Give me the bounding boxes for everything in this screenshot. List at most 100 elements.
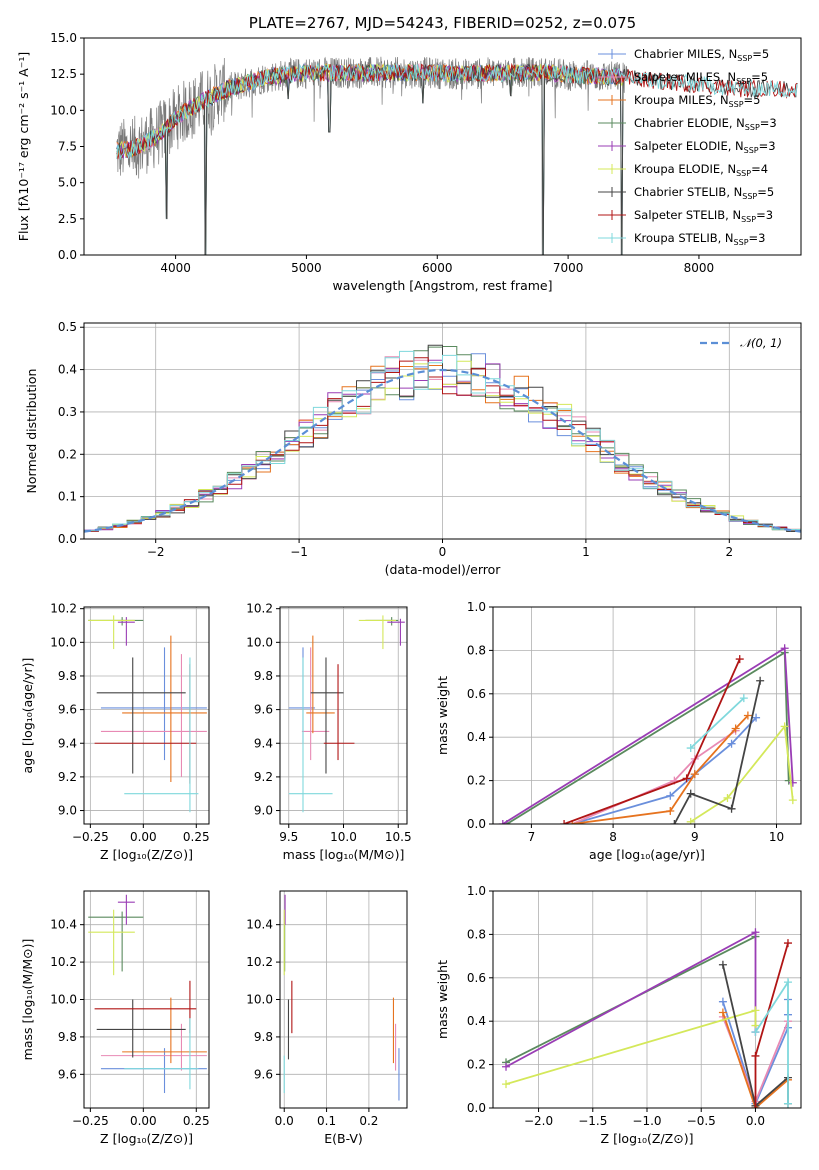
errorbar-sa_elodie — [387, 618, 405, 646]
age_vs_Z-axes: −0.25 0.00 0.25 9.0 9.2 9.4 9.6 9.8 10.0 10.2 — [50, 602, 209, 844]
weight-marker — [727, 739, 736, 748]
weight-marker — [743, 711, 752, 720]
y-tick-label: 9.6 — [58, 703, 77, 717]
y-tick-label: 0.2 — [467, 1058, 486, 1072]
y-tick-label: 7.5 — [58, 140, 77, 154]
errorbar-kr_stelib — [124, 657, 199, 813]
weight-marker — [751, 1104, 760, 1108]
weight-line-sa_miles — [571, 729, 737, 824]
spectrum-legend: Chabrier MILES, NSSP=5 Salpeter MILES, NS… — [598, 47, 777, 247]
y-tick-label: 9.6 — [58, 1067, 77, 1081]
weight-marker — [751, 1028, 760, 1037]
y-tick-label: 9.0 — [58, 804, 77, 818]
errorbar-sa_miles — [100, 1023, 207, 1071]
y-tick-label: 9.8 — [254, 669, 273, 683]
y-tick-label: 12.5 — [50, 67, 77, 81]
y-tick-label: 5.0 — [58, 176, 77, 190]
legend-entry: Chabrier ELODIE, NSSP=3 — [634, 116, 777, 132]
errorbar-kr_elodie — [88, 615, 135, 650]
x-tick-label: −1.0 — [632, 1114, 661, 1128]
y-tick-label: 10.4 — [246, 918, 273, 932]
x-tick-label: −1 — [290, 545, 308, 559]
spectrum-xlabel: wavelength [Angstrom, rest frame] — [332, 278, 552, 293]
mass_vs_Z-frame — [83, 890, 210, 1109]
weight-marker — [686, 744, 695, 753]
y-tick-label: 0.6 — [467, 687, 486, 701]
residuals-ylabel: Normed distribution — [24, 369, 39, 494]
weight-marker — [783, 978, 792, 987]
errorbar-ch_miles — [100, 647, 207, 761]
weight-marker — [723, 793, 732, 802]
weight-marker — [752, 713, 761, 722]
errorbar-ch_elodie — [365, 617, 399, 626]
x-tick-label: 0.00 — [130, 830, 157, 844]
y-tick-label: 10.0 — [50, 103, 77, 117]
residual-histogram-kr_stelib — [84, 350, 801, 532]
weight-marker — [690, 770, 699, 779]
errorbar-ch_elodie — [88, 617, 144, 626]
residuals-legend: 𝒩(0, 1) — [700, 336, 782, 350]
mass_vs_ebv-grid — [280, 891, 407, 1108]
y-tick-label: 10.2 — [246, 602, 273, 616]
model-spectrum-ch_elodie — [116, 63, 624, 255]
y-tick-label: 10.0 — [246, 993, 273, 1007]
weight-marker — [686, 789, 695, 798]
x-tick-label: 5000 — [291, 261, 322, 275]
legend-entry: Kroupa STELIB, NSSP=3 — [634, 231, 765, 247]
mass_vs_Z-xlabel: Z [log₁₀(Z/Z⊙)] — [100, 1131, 193, 1146]
weight-line-kr_miles — [572, 714, 749, 824]
weight-marker — [751, 1051, 760, 1060]
y-tick-label: 9.0 — [254, 804, 273, 818]
x-tick-label: 8 — [609, 830, 617, 844]
errorbar-kr_miles — [306, 635, 335, 734]
y-tick-label: 0.1 — [58, 490, 77, 504]
mass_vs_Z-plot — [88, 894, 207, 1094]
x-tick-label: 10.5 — [385, 830, 412, 844]
weight-marker — [780, 644, 789, 653]
legend-entry: Kroupa MILES, NSSP=5 — [634, 93, 760, 109]
weight-marker — [670, 820, 679, 824]
weight-marker — [682, 774, 691, 783]
y-tick-label: 0.0 — [58, 532, 77, 546]
y-tick-label: 9.8 — [58, 669, 77, 683]
model-spectrum-kr_stelib — [116, 62, 798, 161]
y-tick-label: 9.4 — [254, 736, 273, 750]
x-tick-label: 0.0 — [275, 1114, 294, 1128]
y-tick-label: 9.8 — [58, 1030, 77, 1044]
weight_vs_Z-ylabel: mass weight — [435, 960, 450, 1039]
y-tick-label: 10.2 — [246, 955, 273, 969]
errorbar-kr_stelib — [124, 1018, 199, 1090]
y-tick-label: 10.0 — [50, 635, 77, 649]
age_vs_mass-axes: 9.5 10.0 10.5 9.0 9.2 9.4 9.6 9.8 10.0 10.2 — [246, 602, 411, 844]
weight_vs_Z-xlabel: Z [log₁₀(Z/Z⊙)] — [601, 1131, 694, 1146]
x-tick-label: 0.25 — [183, 830, 210, 844]
mass_vs_ebv-frame — [279, 890, 408, 1109]
weight-marker — [718, 960, 727, 969]
age_vs_Z-frame — [83, 606, 210, 825]
age_vs_mass-xlabel: mass [log₁₀(M/M⊙)] — [283, 847, 405, 862]
weight-line-kr_elodie — [690, 724, 794, 823]
age_vs_mass-grid — [280, 607, 407, 824]
residuals-axes: −2 −1 0 1 2 0.0 0.1 0.2 0.3 0.4 0.5 — [58, 320, 801, 559]
y-tick-label: 0.5 — [58, 320, 77, 334]
weight_vs_age-ylabel: mass weight — [435, 676, 450, 755]
y-tick-label: 15.0 — [50, 31, 77, 45]
weight-line-ch_elodie — [506, 651, 790, 824]
errorbar-kr_miles — [122, 635, 207, 782]
weight_vs_Z-frame — [492, 890, 802, 1109]
y-tick-label: 9.8 — [254, 1030, 273, 1044]
x-tick-label: −2.0 — [524, 1114, 553, 1128]
x-tick-label: 9.5 — [279, 830, 298, 844]
mass_vs_ebv-plot — [283, 894, 400, 1101]
y-tick-label: 10.2 — [50, 602, 77, 616]
legend-entry: Chabrier MILES, NSSP=5 — [634, 47, 769, 63]
spectrum-ylabel: Flux [fλ10⁻¹⁷ erg cm⁻² s⁻¹ A⁻¹] — [16, 52, 31, 241]
y-tick-label: 0.8 — [467, 927, 486, 941]
errorbar-ch_elodie — [88, 911, 144, 972]
weight-marker — [560, 820, 569, 824]
weight_vs_Z-plot — [502, 928, 792, 1108]
x-tick-label: −2 — [147, 545, 165, 559]
weight-marker — [718, 997, 727, 1006]
weight-line-ch_stelib — [673, 680, 762, 824]
y-tick-label: 9.2 — [58, 770, 77, 784]
